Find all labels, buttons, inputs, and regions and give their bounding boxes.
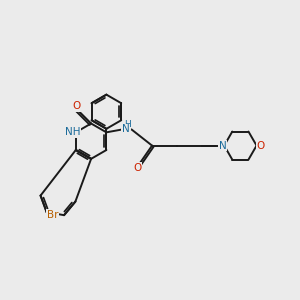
Text: O: O	[133, 163, 142, 173]
Text: NH: NH	[65, 127, 81, 137]
Text: H: H	[124, 121, 130, 130]
Text: O: O	[72, 101, 80, 111]
Text: O: O	[257, 141, 265, 151]
Text: Br: Br	[47, 210, 58, 220]
Text: N: N	[122, 124, 129, 134]
Text: N: N	[219, 141, 226, 151]
